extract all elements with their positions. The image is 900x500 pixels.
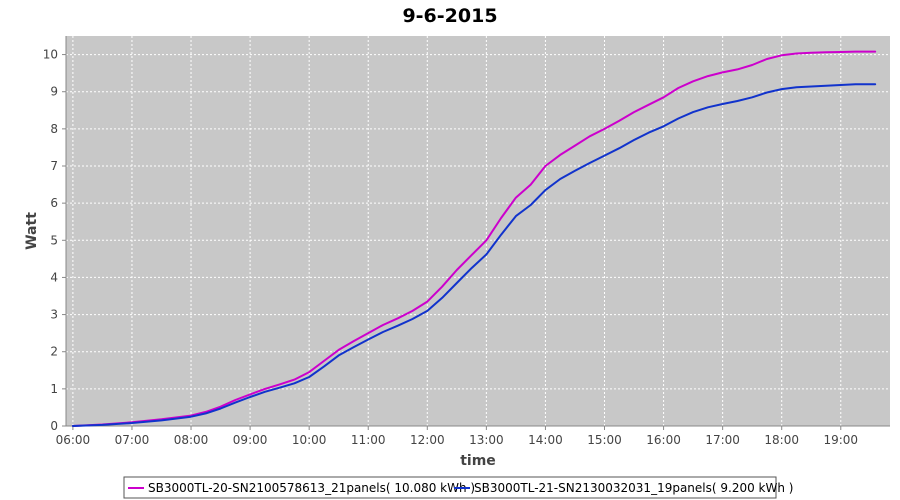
series-lines [71,50,877,427]
y-tick-label: 9 [50,85,58,99]
legend: SB3000TL-20-SN2100578613_21panels( 10.08… [123,476,793,499]
x-tick-label: 13:00 [469,433,504,447]
x-tick-label: 07:00 [115,433,150,447]
y-axis-label: Watt [24,212,40,250]
plot-area [66,36,890,426]
axes [65,36,890,427]
y-tick-label: 5 [50,233,58,247]
x-tick-label: 18:00 [764,433,799,447]
legend-label-1: SB3000TL-20-SN2100578613_21panels( 10.08… [148,481,475,495]
y-tick-label: 0 [50,419,58,433]
chart-title: 9-6-2015 [402,5,497,27]
x-axis-label: time [460,453,496,469]
x-tick-label: 16:00 [646,433,681,447]
legend-box [123,476,777,499]
grid [66,36,890,426]
x-tick-label: 10:00 [292,433,327,447]
x-tick-label: 14:00 [528,433,563,447]
y-tick-label: 4 [50,270,58,284]
series-line-2 [71,83,877,427]
x-axis-ticks: 06:00 07:00 08:00 09:00 10:00 11:00 12:00 13:00… [56,426,858,447]
y-tick-label: 2 [50,345,58,359]
x-tick-label: 08:00 [174,433,209,447]
y-tick-label: 10 [43,48,58,62]
x-tick-label: 12:00 [410,433,445,447]
x-tick-label: 19:00 [823,433,858,447]
x-tick-label: 09:00 [233,433,268,447]
y-tick-label: 8 [50,122,58,136]
y-tick-label: 1 [50,382,58,396]
y-tick-label: 6 [50,196,58,210]
y-tick-label: 3 [50,308,58,322]
x-tick-label: 15:00 [587,433,622,447]
y-tick-label: 7 [50,159,58,173]
x-tick-label: 11:00 [351,433,386,447]
legend-label-2: SB3000TL-21-SN2130032031_19panels( 9.200… [474,481,793,495]
y-axis-ticks: 0 1 2 3 4 5 6 7 8 9 10 [43,48,66,433]
x-tick-label: 06:00 [56,433,91,447]
x-tick-label: 17:00 [705,433,740,447]
series-line-1 [71,50,877,427]
